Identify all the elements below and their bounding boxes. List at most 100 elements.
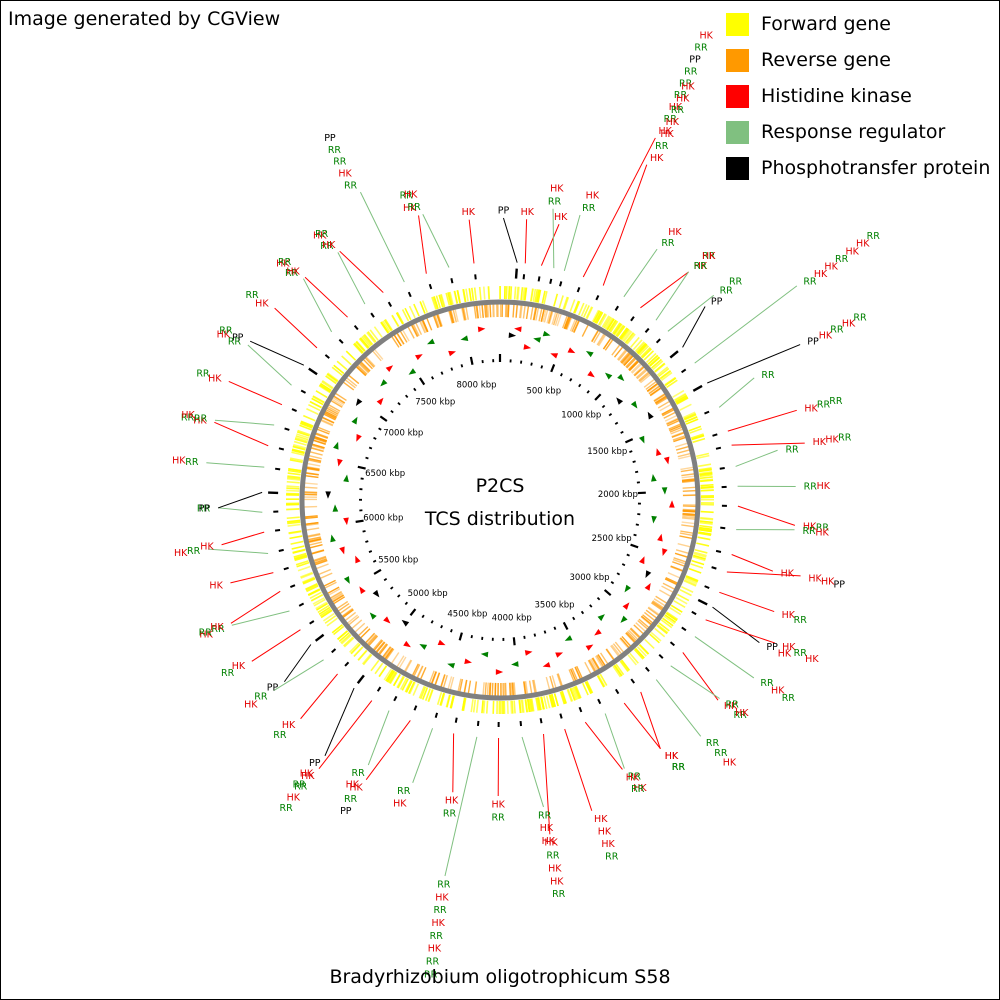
hk-label: HK	[276, 258, 290, 269]
ruler-tick	[569, 378, 573, 382]
reverse-gene-mark	[610, 645, 620, 657]
forward-gene-mark	[518, 699, 522, 714]
reverse-gene-mark	[419, 320, 426, 334]
feature-arrow	[372, 589, 380, 598]
ruler-tick	[512, 637, 516, 646]
reverse-gene-mark	[421, 319, 429, 333]
hk-label: HK	[349, 782, 363, 793]
forward-gene-mark	[341, 634, 352, 645]
reverse-gene-mark	[619, 637, 630, 649]
feature-tick	[549, 278, 553, 284]
reverse-gene-mark	[651, 600, 664, 610]
reverse-gene-mark	[305, 472, 319, 476]
forward-gene-mark	[681, 585, 694, 593]
kbp-label: 1000 kbp	[561, 410, 601, 420]
reverse-gene-mark	[342, 609, 354, 618]
reverse-gene-mark	[682, 486, 696, 489]
reverse-gene-mark	[330, 400, 343, 408]
forward-gene-mark	[636, 646, 647, 657]
reverse-gene-mark	[449, 310, 455, 324]
feature-tick	[715, 549, 722, 553]
reverse-gene-mark	[364, 357, 375, 368]
reverse-gene-mark	[351, 619, 363, 629]
forward-gene-mark	[291, 451, 305, 456]
forward-gene-mark	[635, 342, 646, 353]
hk-label: HK	[431, 918, 445, 929]
forward-gene-mark	[559, 691, 566, 705]
forward-gene-mark	[699, 472, 713, 476]
reverse-gene-mark	[484, 304, 488, 318]
ruler-tick	[450, 367, 454, 371]
feature-tick	[344, 661, 350, 667]
forward-gene-mark	[613, 323, 622, 335]
reverse-gene-mark	[631, 363, 642, 374]
forward-gene-mark	[363, 333, 374, 346]
hk-label: HK	[665, 751, 679, 762]
reverse-gene-mark	[682, 515, 696, 519]
reverse-gene-mark	[599, 652, 609, 665]
hk-label: HK	[856, 239, 870, 250]
forward-gene-mark	[613, 664, 623, 677]
outer-feature-ticks	[268, 268, 727, 728]
reverse-gene-mark	[626, 630, 637, 642]
forward-gene-mark	[603, 316, 613, 329]
reverse-gene-mark	[378, 643, 388, 655]
hk-label: HK	[521, 207, 535, 218]
forward-gene-mark	[569, 299, 576, 312]
reverse-gene-mark	[426, 317, 433, 331]
forward-gene-mark	[641, 348, 652, 359]
reverse-gene-mark	[682, 514, 696, 517]
reverse-gene-mark	[358, 363, 369, 374]
rr-label: RR	[333, 157, 347, 168]
reverse-gene-mark	[344, 611, 357, 621]
leader-line	[582, 137, 656, 278]
forward-gene-mark	[418, 685, 426, 699]
rr-label: RR	[816, 523, 830, 534]
reverse-gene-mark	[661, 407, 674, 415]
reverse-gene-mark	[682, 489, 696, 492]
feature-tick	[655, 338, 661, 344]
reverse-gene-mark	[682, 508, 696, 511]
rr-label: RR	[187, 546, 201, 557]
ruler-tick	[355, 519, 364, 523]
leader-line	[422, 214, 450, 268]
feature-arrow	[622, 602, 630, 610]
reverse-gene-mark	[360, 361, 371, 372]
ruler-tick	[635, 470, 639, 474]
rr-label: RR	[628, 771, 642, 782]
ruler-tick	[594, 393, 602, 401]
feature-arrow	[645, 570, 652, 579]
ruler-tick	[404, 601, 409, 606]
forward-gene-mark	[578, 302, 585, 316]
leader-line	[737, 505, 796, 526]
ruler-tick	[603, 589, 612, 597]
leader-line	[640, 271, 689, 309]
reverse-gene-mark	[650, 602, 663, 611]
reverse-gene-mark	[407, 326, 415, 339]
forward-gene-mark	[691, 434, 705, 441]
reverse-gene-mark	[605, 648, 615, 661]
leader-line	[367, 710, 390, 766]
forward-gene-mark	[634, 341, 645, 352]
forward-gene-mark	[674, 393, 687, 402]
forward-gene-mark	[534, 289, 539, 303]
reverse-gene-mark	[655, 397, 668, 406]
forward-gene-mark	[387, 670, 396, 683]
ruler-tick	[550, 364, 556, 373]
forward-gene-mark	[438, 294, 444, 308]
feature-arrow	[647, 411, 654, 420]
forward-gene-mark	[440, 692, 446, 706]
rr-label: RR	[211, 624, 225, 635]
leader-line	[283, 644, 312, 683]
forward-gene-mark	[306, 585, 319, 593]
leader-line	[731, 554, 774, 572]
ruler-tick	[458, 632, 463, 641]
forward-gene-mark	[357, 650, 368, 661]
feature-arrow	[330, 534, 336, 543]
forward-gene-mark	[649, 356, 660, 367]
hk-label: HK	[633, 783, 647, 794]
reverse-gene-mark	[612, 643, 623, 655]
reverse-gene-mark	[372, 639, 383, 651]
reverse-gene-mark	[512, 304, 515, 318]
